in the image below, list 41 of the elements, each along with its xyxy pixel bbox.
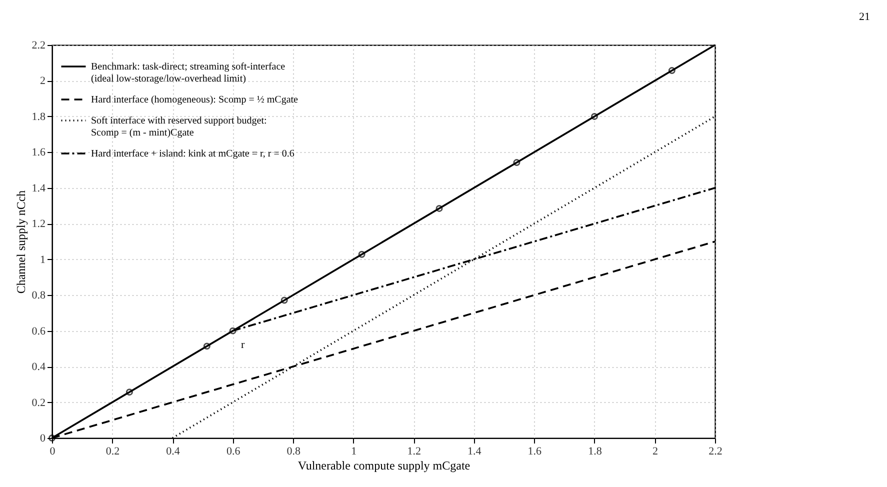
point [513, 159, 520, 166]
y-tick-label: 1 [40, 254, 46, 266]
x-tick-label: 1.6 [528, 446, 542, 458]
point [358, 250, 366, 258]
y-tick-label: 2.2 [32, 40, 46, 52]
y-tick-label: 1.2 [32, 218, 46, 230]
point [436, 204, 443, 212]
annotation: r [240, 338, 245, 351]
x-tick-label: 0.8 [286, 446, 301, 458]
x-tick-label: 1 [351, 446, 357, 458]
x-axis-title: Vulnerable compute supply mCgate [298, 458, 470, 472]
x-tick-label: 1.4 [468, 446, 482, 458]
x-tick-label: 2 [652, 446, 658, 458]
y-tick-label: 0.2 [32, 396, 46, 409]
point [280, 296, 288, 304]
point [126, 388, 133, 396]
y-axis-title: Channel supply nCch [14, 190, 28, 294]
y-tick-label: 1.8 [32, 110, 46, 123]
y-tick-label: 1.4 [32, 182, 46, 194]
x-tick-label: 0 [50, 446, 56, 458]
point [203, 342, 210, 350]
y-tick-label: 1.6 [32, 146, 46, 159]
x-tick-label: 1.2 [407, 446, 422, 458]
y-tick-label: 0.6 [32, 325, 46, 338]
text: 21 [859, 11, 870, 23]
legend-label: Hard interface (homogeneous): Scomp = ½ mCgate [91, 94, 299, 106]
x-tick-label: 0.4 [166, 446, 180, 458]
point [229, 327, 236, 334]
legend-label: Hard interface + island: kink at mCgate = r, r = 0.6 [91, 148, 294, 160]
x-tick-label: 0.6 [226, 446, 241, 458]
point [590, 112, 598, 120]
y-tick-label: 2 [40, 75, 46, 88]
legend-label: Soft interface with reserved support budget: Scomp = (m - mint)Cgate [91, 116, 267, 138]
legend-label: Benchmark: task-direct; streaming soft-interface (ideal low-storage/low-overhead limit) [91, 62, 286, 84]
y-tick-label: 0.4 [32, 361, 46, 374]
x-tick-label: 2.2 [708, 446, 722, 458]
x-tick-label: 1.8 [588, 446, 602, 458]
x-tick-label: 0.2 [106, 446, 120, 458]
y-tick-label: 0 [40, 432, 46, 444]
point [668, 67, 676, 74]
y-tick-label: 0.8 [32, 290, 46, 302]
